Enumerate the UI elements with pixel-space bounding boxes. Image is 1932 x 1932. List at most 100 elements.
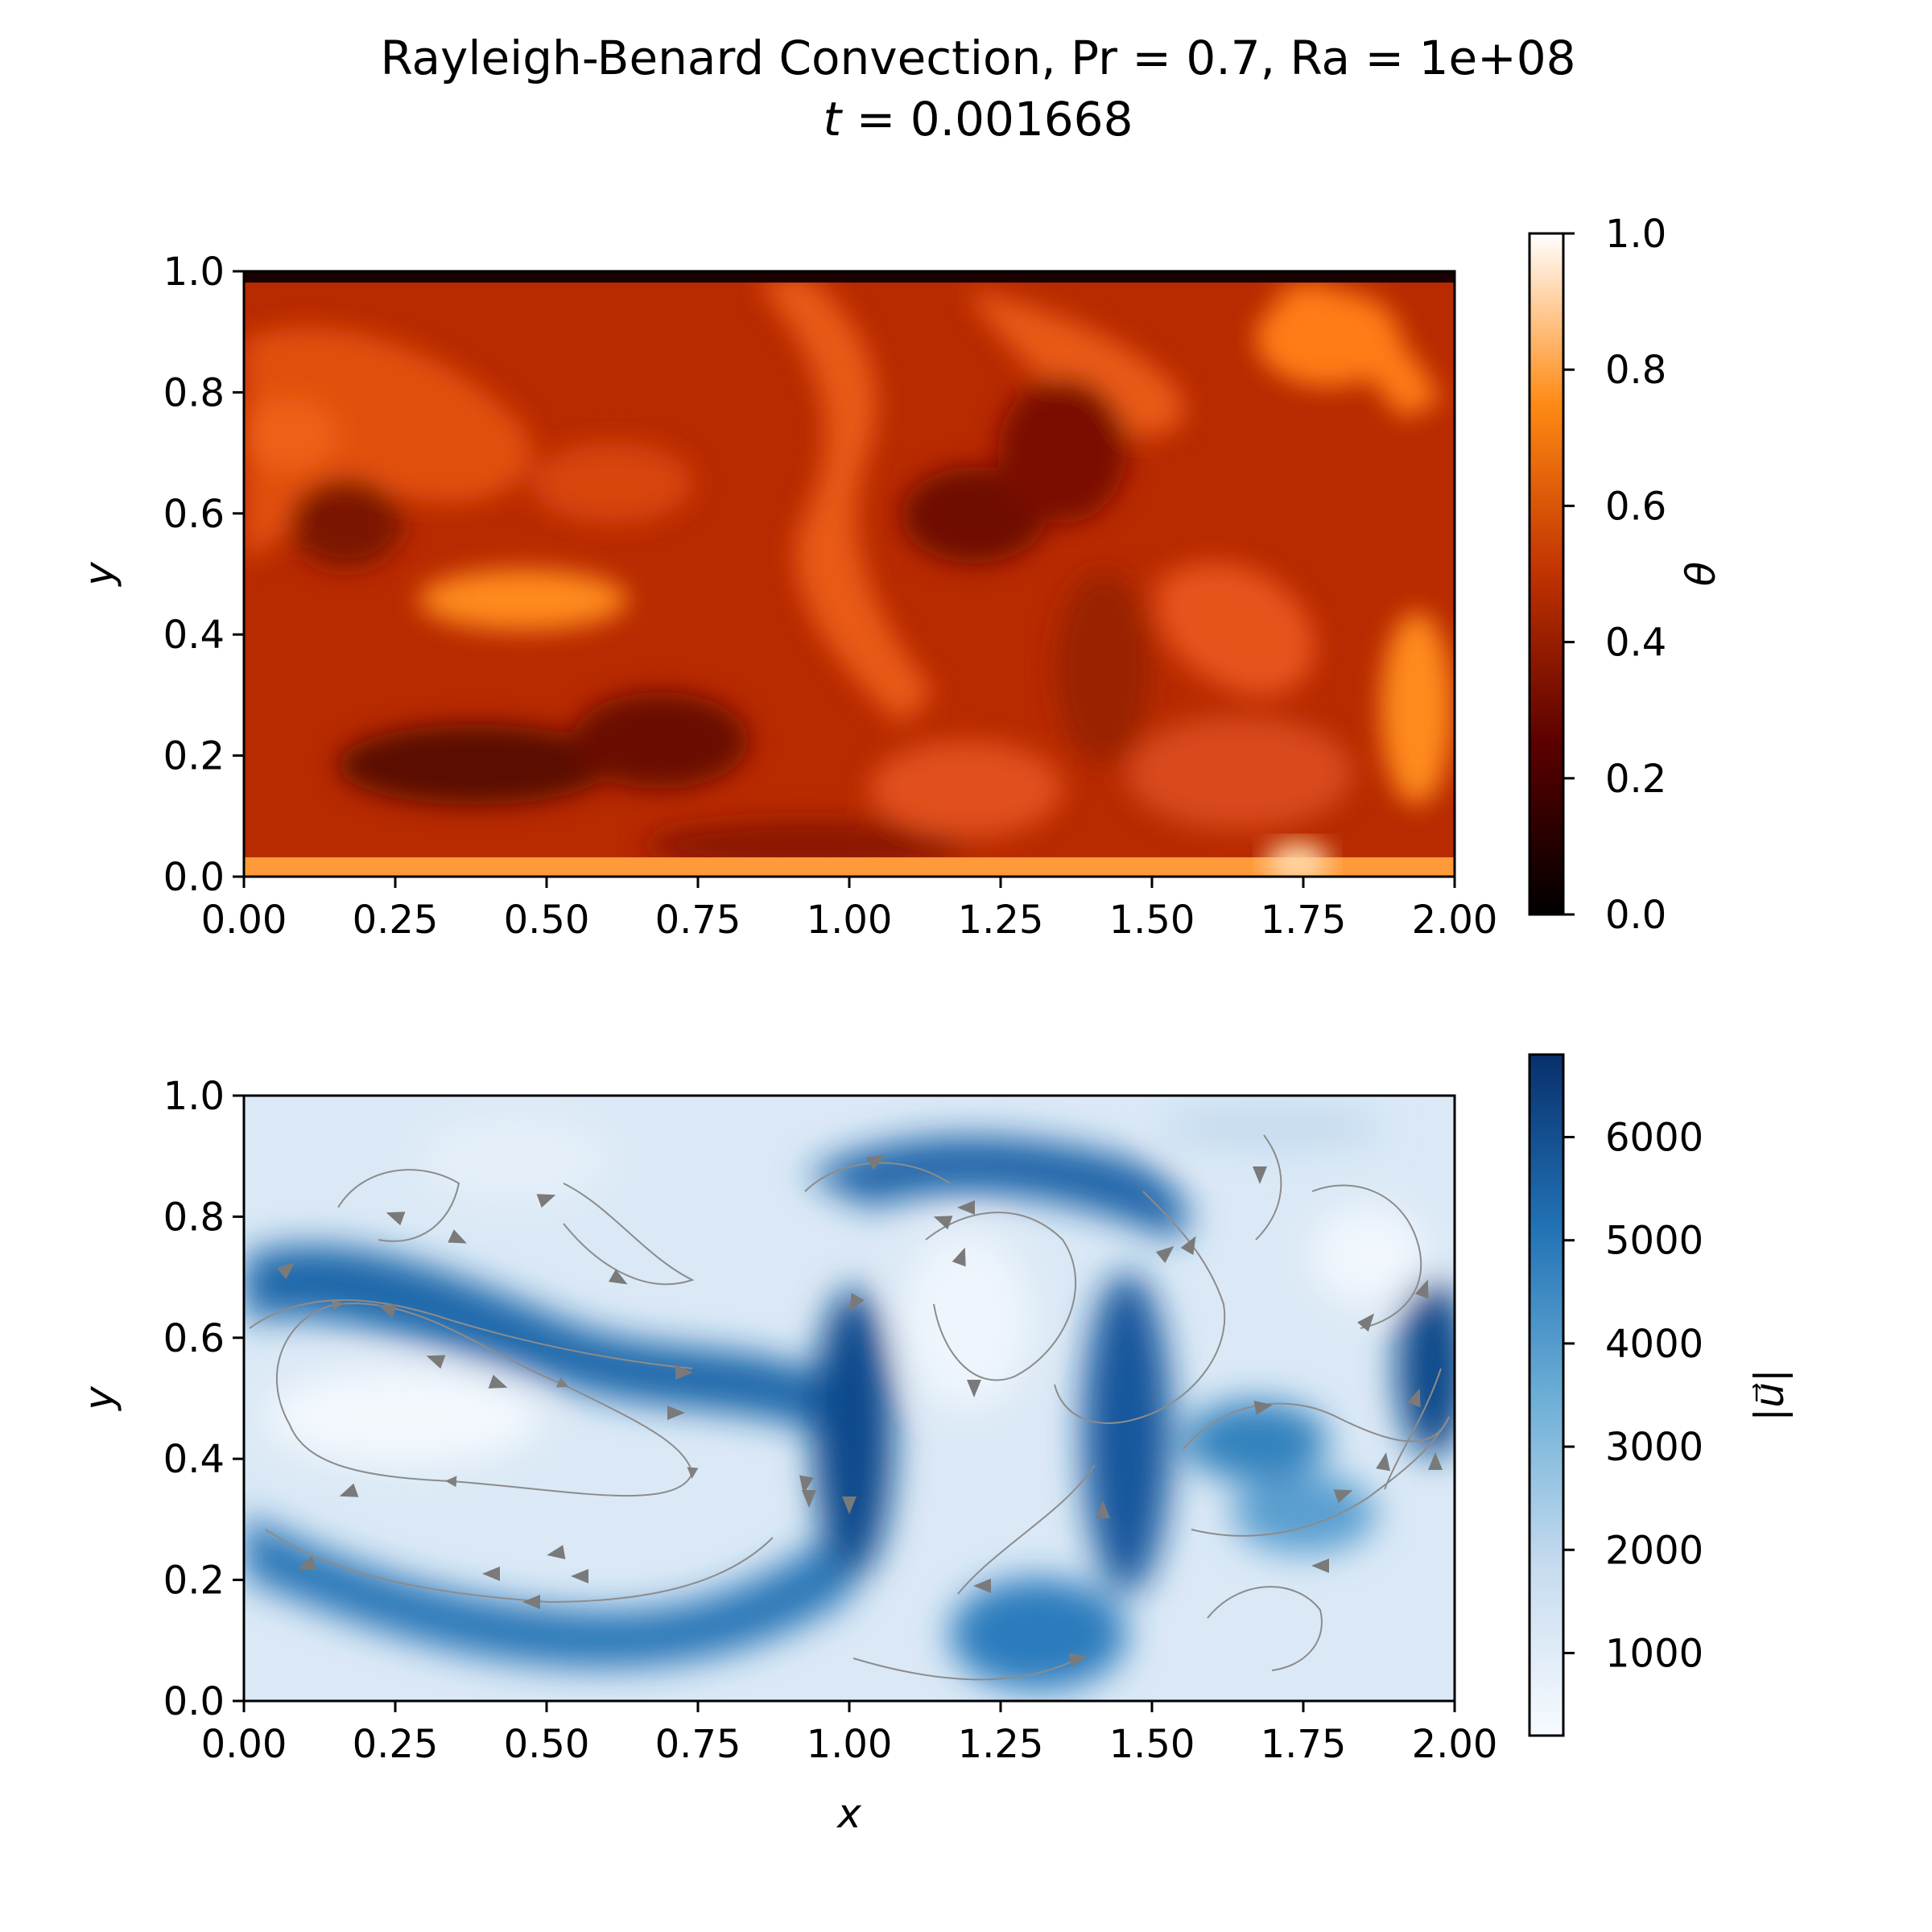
velocity-y-label: y: [76, 1385, 122, 1412]
temperature-colorbar-label: θ: [1678, 562, 1724, 587]
streamline-arrow: [378, 1304, 398, 1319]
streamline-arrow: [1357, 1313, 1375, 1332]
x-tick-label: 1.50: [1109, 1722, 1195, 1767]
streamline-arrow: [1414, 1279, 1429, 1299]
streamline-arrow: [522, 1595, 540, 1609]
x-tick-label: 1.75: [1261, 1722, 1347, 1767]
y-tick-label: 0.8: [163, 370, 225, 415]
streamline: [563, 1183, 695, 1286]
streamline-arrow: [386, 1212, 406, 1226]
x-tick-label: 2.00: [1412, 1722, 1498, 1767]
velocity-colorbar-ticks: 1000 2000 3000 4000 5000 6000: [1563, 1116, 1703, 1676]
streamline-arrow: [1096, 1501, 1110, 1518]
velocity-y-ticks: 0.0 0.2 0.4 0.6 0.8 1.0: [163, 1074, 244, 1724]
colorbar-tick-label: 0.2: [1605, 757, 1666, 802]
colorbar-tick-label: 2000: [1605, 1528, 1703, 1573]
streamline-arrow: [297, 1555, 317, 1570]
velocity-colorbar: [1528, 1053, 1565, 1737]
velocity-x-label: x: [836, 1790, 861, 1837]
streamlines: [249, 1134, 1450, 1681]
x-tick-label: 1.75: [1261, 898, 1347, 943]
time-symbol: t: [824, 92, 844, 147]
streamline: [1311, 1184, 1422, 1329]
temperature-colorbar: [1528, 232, 1565, 916]
temperature-y-label: y: [76, 561, 122, 588]
streamline-arrow: [276, 1261, 295, 1279]
streamline-arrow: [973, 1579, 991, 1593]
colorbar-tick-label: 0.8: [1605, 348, 1666, 393]
streamline-arrow: [842, 1496, 857, 1514]
colorbar-tick-label: 0.4: [1605, 621, 1666, 666]
y-tick-label: 0.2: [163, 1558, 225, 1604]
y-tick-label: 0.0: [163, 1679, 225, 1724]
time-value: = 0.001668: [841, 92, 1133, 147]
streamline-arrow: [1428, 1452, 1443, 1470]
colorbar-tick-label: 0.6: [1605, 484, 1666, 529]
x-tick-label: 0.75: [655, 1722, 741, 1767]
temperature-heatmap: [244, 271, 1455, 877]
colorbar-tick-label: 4000: [1605, 1322, 1703, 1367]
streamline-arrow: [482, 1567, 500, 1581]
streamline-arrow: [848, 1292, 865, 1312]
y-tick-label: 0.4: [163, 613, 225, 658]
streamline-arrow: [967, 1380, 981, 1397]
y-tick-label: 0.2: [163, 734, 225, 779]
streamline: [337, 1169, 460, 1242]
x-tick-label: 0.00: [201, 898, 287, 943]
streamline-arrow: [802, 1490, 816, 1508]
x-tick-label: 1.25: [958, 1722, 1044, 1767]
streamline: [1191, 1416, 1450, 1537]
x-tick-label: 1.25: [958, 898, 1044, 943]
streamline-arrow: [675, 1365, 693, 1380]
streamline-arrow: [1068, 1653, 1088, 1667]
colorbar-tick-label: 1.0: [1605, 212, 1666, 257]
x-tick-label: 0.50: [504, 898, 590, 943]
colorbar-tick-label: 0.0: [1605, 893, 1666, 938]
streamline-arrow: [957, 1200, 975, 1215]
streamline-arrow: [799, 1475, 814, 1494]
streamline: [265, 1529, 774, 1604]
streamline-arrow: [488, 1374, 508, 1389]
streamline: [1207, 1586, 1323, 1671]
streamline-arrow: [1333, 1489, 1353, 1504]
temperature-x-ticks: 0.00 0.25 0.50 0.75 1.00 1.25 1.50 1.75 2.00: [201, 877, 1498, 943]
colorbar-tick-label: 6000: [1605, 1116, 1703, 1161]
figure-time-label: t = 0.001668: [824, 92, 1133, 147]
streamline-arrows: [276, 1154, 1443, 1667]
y-tick-label: 0.6: [163, 1316, 225, 1361]
streamline-arrow: [667, 1406, 685, 1420]
streamline-arrow: [1406, 1388, 1421, 1408]
x-tick-label: 0.00: [201, 1722, 287, 1767]
streamline: [925, 1212, 1076, 1381]
streamline: [1384, 1368, 1442, 1490]
x-tick-label: 0.50: [504, 1722, 590, 1767]
velocity-panel: 0.00 0.25 0.50 0.75 1.00 1.25 1.50 1.75 2.00 0.0…: [76, 1053, 1793, 1837]
streamline-arrow: [339, 1483, 359, 1497]
velocity-colorbar-label: |u⃗|: [1746, 1368, 1793, 1421]
streamline-arrow: [608, 1269, 628, 1285]
streamline: [852, 1657, 1080, 1681]
colorbar-tick-label: 3000: [1605, 1425, 1703, 1470]
streamline-arrow: [1376, 1452, 1390, 1472]
temperature-panel: 0.00 0.25 0.50 0.75 1.00 1.25 1.50 1.75 2.00 0.0…: [76, 212, 1724, 943]
y-tick-label: 0.0: [163, 855, 225, 900]
streamline: [1183, 1402, 1450, 1450]
x-tick-label: 0.25: [353, 898, 439, 943]
x-tick-label: 1.00: [807, 898, 893, 943]
streamline-arrow: [571, 1569, 588, 1583]
x-tick-label: 2.00: [1412, 898, 1498, 943]
temperature-colorbar-ticks: 0.0 0.2 0.4 0.6 0.8 1.0: [1563, 212, 1666, 938]
streamline: [1255, 1134, 1282, 1241]
y-tick-label: 1.0: [163, 1074, 225, 1119]
y-tick-label: 0.6: [163, 492, 225, 537]
streamline: [957, 1464, 1096, 1595]
y-tick-label: 0.4: [163, 1437, 225, 1482]
streamline-arrow: [547, 1545, 566, 1559]
streamline-arrow: [952, 1247, 966, 1267]
streamline-arrow: [1180, 1236, 1196, 1256]
velocity-x-ticks: 0.00 0.25 0.50 0.75 1.00 1.25 1.50 1.75 2.00: [201, 1701, 1498, 1767]
streamline-arrow: [1253, 1401, 1273, 1415]
y-tick-label: 0.8: [163, 1195, 225, 1240]
streamline-arrow: [426, 1355, 446, 1369]
